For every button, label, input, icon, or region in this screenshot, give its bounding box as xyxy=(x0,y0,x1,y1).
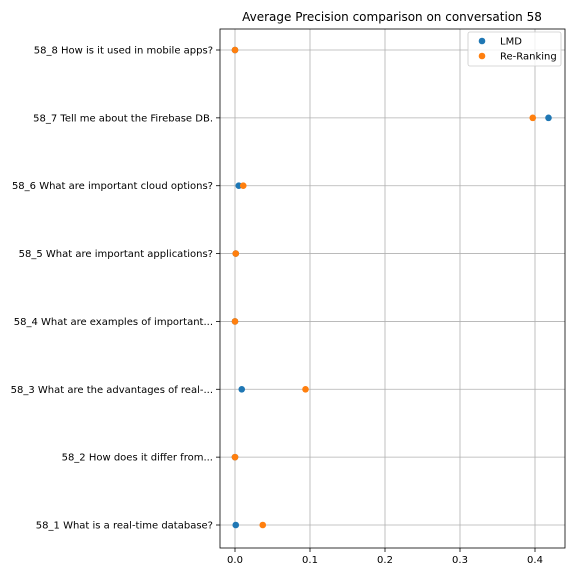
data-point xyxy=(545,114,552,122)
x-tick-label: 0.1 xyxy=(302,555,318,566)
plot-frame xyxy=(219,28,566,549)
y-tick-label: 58_5 What are important applications? xyxy=(19,249,213,260)
x-tick-label: 0.0 xyxy=(227,555,243,566)
x-tick-label: 0.3 xyxy=(452,555,468,566)
y-tick-label: 58_3 What are the advantages of real-... xyxy=(11,385,213,396)
legend: LMD Re-Ranking xyxy=(467,31,562,67)
legend-box xyxy=(467,31,562,67)
y-tick-label: 58_8 How is it used in mobile apps? xyxy=(34,46,213,57)
legend-marker xyxy=(478,52,486,60)
y-tick-label: 58_6 What are important cloud options? xyxy=(12,181,213,192)
y-tick-label: 58_4 What are examples of important... xyxy=(14,317,213,328)
legend-marker xyxy=(478,37,486,45)
y-tick-label: 58_2 How does it differ from... xyxy=(62,453,213,464)
legend-label: LMD xyxy=(500,37,522,48)
legend-label: Re-Ranking xyxy=(500,52,557,63)
x-tick-label: 0.2 xyxy=(377,555,393,566)
y-tick-label: 58_7 Tell me about the Firebase DB. xyxy=(33,113,213,124)
data-point xyxy=(259,521,267,529)
data-point xyxy=(302,385,309,393)
data-point xyxy=(239,182,247,190)
data-point xyxy=(529,114,537,122)
data-point xyxy=(232,250,240,257)
y-tick-label: 58_1 What is a real-time database? xyxy=(36,521,213,532)
data-point xyxy=(238,385,246,393)
data-points xyxy=(231,46,552,529)
data-point xyxy=(232,521,240,529)
chart-title: Average Precision comparison on conversa… xyxy=(242,10,542,24)
data-point xyxy=(231,46,239,54)
data-point xyxy=(231,453,239,461)
axes: 0.0 0.1 0.2 0.3 0.4 58_1 What is a real-time … xyxy=(11,28,566,566)
data-point xyxy=(231,318,239,325)
x-tick-label: 0.4 xyxy=(527,555,543,566)
